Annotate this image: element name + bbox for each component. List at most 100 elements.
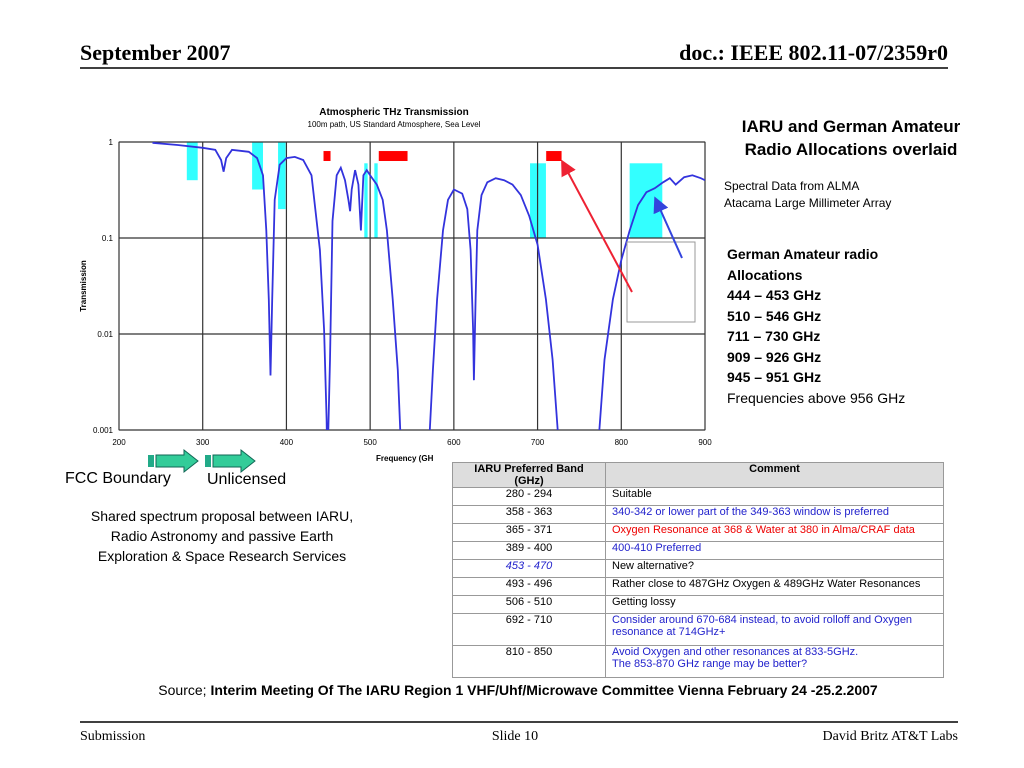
band-cell: 493 - 496 bbox=[452, 577, 606, 596]
fcc-label: FCC Boundary bbox=[65, 470, 171, 487]
allocation: 510 – 546 GHz bbox=[727, 307, 822, 324]
comment-line: New alternative? bbox=[612, 560, 694, 572]
band-cell: 358 - 363 bbox=[452, 505, 606, 524]
highlight-band bbox=[278, 142, 286, 210]
source-note: Atacama Large Millimeter Array bbox=[724, 196, 892, 210]
comment-line: 400-410 Preferred bbox=[612, 542, 702, 554]
comment-cell: Suitable bbox=[605, 487, 944, 506]
x-tick-label: 500 bbox=[363, 438, 377, 447]
table-row: 453 - 470 New alternative? bbox=[452, 559, 944, 578]
comment-cell: Consider around 670-684 instead, to avoi… bbox=[605, 613, 944, 646]
band-cell: 506 - 510 bbox=[452, 595, 606, 614]
band-cell: 365 - 371 bbox=[452, 523, 606, 542]
highlight-band bbox=[545, 150, 563, 162]
header-left: September 2007 bbox=[80, 40, 231, 65]
transmission-line bbox=[152, 142, 705, 430]
unlicensed-label: Unlicensed bbox=[207, 471, 287, 488]
highlight-band bbox=[629, 163, 663, 238]
shared-text: Shared spectrum proposal between IARU, bbox=[90, 508, 354, 524]
highlight-band bbox=[323, 150, 332, 162]
x-tick-label: 900 bbox=[698, 438, 712, 447]
heading: Radio Allocations overlaid bbox=[744, 140, 958, 159]
allocation: Allocations bbox=[727, 266, 803, 283]
arrow-right bbox=[205, 448, 256, 474]
y-tick-label: 0.1 bbox=[102, 234, 114, 243]
x-tick-label: 700 bbox=[531, 438, 545, 447]
x-tick-label: 800 bbox=[615, 438, 629, 447]
comment-line: Avoid Oxygen and other resonances at 833… bbox=[612, 646, 859, 658]
highlight-band bbox=[186, 142, 198, 181]
footer-text: Submission bbox=[80, 729, 146, 744]
comment-line: The 853-870 GHz range may be better? bbox=[612, 658, 808, 670]
iaru-table: IARU Preferred Band (GHz) Comment 280 - 2… bbox=[452, 462, 944, 678]
allocation-note: Frequencies above 956 GHz bbox=[727, 389, 906, 406]
table-header: IARU Preferred Band (GHz) bbox=[452, 462, 606, 488]
comment-cell: 340-342 or lower part of the 349-363 win… bbox=[605, 505, 944, 524]
highlight-band bbox=[364, 163, 368, 238]
legend-box bbox=[626, 241, 696, 323]
comment-cell: Avoid Oxygen and other resonances at 833… bbox=[605, 645, 944, 678]
source-text: Interim Meeting Of The IARU Region 1 VHF… bbox=[210, 682, 878, 698]
table-row: 493 - 496 Rather close to 487GHz Oxygen &… bbox=[452, 577, 944, 596]
band-cell: 453 - 470 bbox=[452, 559, 606, 578]
comment-line: Getting lossy bbox=[612, 596, 676, 608]
comment-line: Consider around 670-684 instead, to avoi… bbox=[612, 614, 913, 626]
comment-cell: 400-410 Preferred bbox=[605, 541, 944, 560]
source-note: Spectral Data from ALMA bbox=[724, 179, 860, 193]
comment-cell: Oxygen Resonance at 368 & Water at 380 i… bbox=[605, 523, 944, 542]
table-row: 692 - 710 Consider around 670-684 instead… bbox=[452, 613, 944, 646]
table-row: 365 - 371 Oxygen Resonance at 368 & Water… bbox=[452, 523, 944, 542]
band-cell: 280 - 294 bbox=[452, 487, 606, 506]
footer-text: Slide 10 bbox=[491, 729, 539, 744]
allocation: 444 – 453 GHz bbox=[727, 287, 822, 303]
band-cell: 692 - 710 bbox=[452, 613, 606, 646]
arrow-right bbox=[148, 448, 199, 474]
shared-text: Exploration & Space Research Services bbox=[97, 548, 347, 564]
highlight-band bbox=[374, 163, 378, 238]
table-row: 506 - 510 Getting lossy bbox=[452, 595, 944, 614]
allocation: 711 – 730 GHz bbox=[727, 328, 821, 344]
comment-line: resonance at 714GHz+ bbox=[612, 626, 726, 638]
x-tick-label: 300 bbox=[196, 438, 210, 447]
table-row: 389 - 400 400-410 Preferred bbox=[452, 541, 944, 560]
band-cell: 810 - 850 bbox=[452, 645, 606, 678]
allocation: 945 – 951 GHz bbox=[727, 369, 822, 385]
comment-cell: Getting lossy bbox=[605, 595, 944, 614]
x-tick-label: 400 bbox=[280, 438, 294, 447]
table-row: 280 - 294 Suitable bbox=[452, 487, 944, 506]
comment-cell: New alternative? bbox=[605, 559, 944, 578]
allocation: German Amateur radio bbox=[727, 246, 879, 262]
allocation: 909 – 926 GHz bbox=[727, 348, 822, 365]
source-text: Source; bbox=[158, 682, 211, 698]
comment-line: Suitable bbox=[612, 488, 652, 500]
legend-arrow bbox=[561, 159, 633, 293]
x-axis-label: Frequency (GH bbox=[376, 454, 434, 463]
band-cell: 389 - 400 bbox=[452, 541, 606, 560]
y-tick-label: 1 bbox=[109, 138, 114, 147]
heading: IARU and German Amateur bbox=[741, 117, 961, 136]
y-tick-label: 0.01 bbox=[97, 330, 113, 339]
comment-cell: Rather close to 487GHz Oxygen & 489GHz W… bbox=[605, 577, 944, 596]
chart-title: Atmospheric THz Transmission bbox=[319, 107, 468, 118]
y-axis-label: Transmission bbox=[79, 260, 88, 312]
highlight-band bbox=[252, 142, 263, 190]
highlight-band bbox=[378, 150, 409, 162]
chart-subtitle: 100m path, US Standard Atmosphere, Sea L… bbox=[308, 120, 481, 129]
x-tick-label: 600 bbox=[447, 438, 461, 447]
comment-line: Oxygen Resonance at 368 & Water at 380 i… bbox=[612, 524, 915, 536]
shared-text: Radio Astronomy and passive Earth bbox=[110, 528, 334, 544]
comment-line: 340-342 or lower part of the 349-363 win… bbox=[612, 506, 889, 518]
table-row: 358 - 363 340-342 or lower part of the 34… bbox=[452, 505, 944, 524]
x-tick-label: 200 bbox=[112, 438, 126, 447]
legend-arrow bbox=[653, 196, 683, 259]
comment-line: Rather close to 487GHz Oxygen & 489GHz W… bbox=[612, 578, 921, 590]
plot-area bbox=[118, 141, 706, 431]
header-right: doc.: IEEE 802.11-07/2359r0 bbox=[679, 40, 948, 65]
y-tick-label: 0.001 bbox=[93, 426, 114, 435]
table-row: 810 - 850 Avoid Oxygen and other resonanc… bbox=[452, 645, 944, 678]
source-line: Source; Interim Meeting Of The IARU Regi… bbox=[158, 682, 877, 698]
table-header: Comment bbox=[605, 462, 944, 488]
footer-text: David Britz AT&T Labs bbox=[822, 729, 958, 744]
